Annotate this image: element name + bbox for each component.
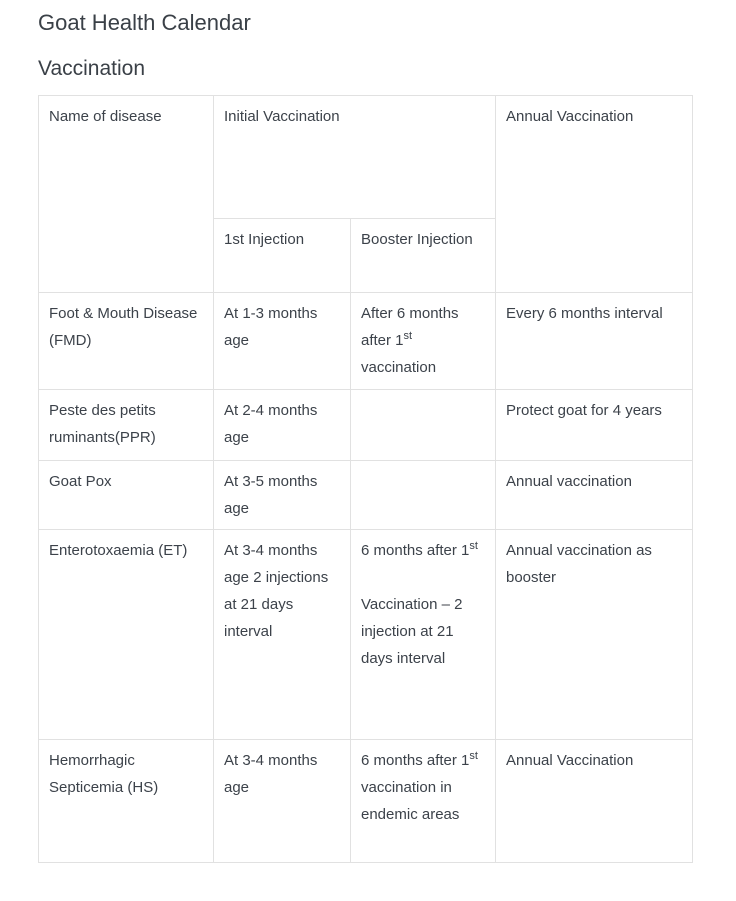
ordinal-superscript: st bbox=[469, 750, 478, 762]
table-header-row-1: Name of disease Initial Vaccination Annu… bbox=[38, 95, 693, 293]
cell-paragraph: Annual Vaccination bbox=[506, 752, 634, 769]
cell-paragraph: At 2-4 months age bbox=[224, 402, 318, 446]
table-row: Hemorrhagic Septicemia (HS) At 3-4 months… bbox=[38, 739, 693, 863]
ordinal-superscript: st bbox=[469, 540, 478, 552]
table-body: Foot & Mouth Disease (FMD) At 1-3 months … bbox=[38, 292, 693, 863]
cell-paragraph: After 6 months after 1st vaccination bbox=[361, 305, 459, 376]
cell-disease: Foot & Mouth Disease (FMD) bbox=[38, 292, 214, 390]
section-heading-vaccination: Vaccination bbox=[38, 57, 146, 80]
cell-booster-injection: 6 months after 1st Vaccination – 2 inject… bbox=[350, 529, 496, 740]
table-row: Peste des petits ruminants(PPR) At 2-4 mo… bbox=[38, 389, 693, 461]
table-row: Goat Pox At 3-5 months age Annual vaccinat… bbox=[38, 460, 693, 530]
header-cell-name-of-disease: Name of disease bbox=[38, 95, 214, 293]
header-label: Initial Vaccination bbox=[224, 108, 340, 125]
cell-annual: Annual Vaccination bbox=[495, 739, 693, 863]
header-cell-booster-injection: Booster Injection bbox=[350, 218, 496, 293]
header-label: 1st Injection bbox=[224, 231, 305, 248]
cell-paragraph: Hemorrhagic Septicemia (HS) bbox=[49, 752, 159, 796]
cell-first-injection: At 3-4 months age bbox=[213, 739, 351, 863]
cell-paragraph: At 3-4 months age bbox=[224, 752, 318, 796]
cell-paragraph: Vaccination – 2 injection at 21 days int… bbox=[361, 596, 463, 667]
cell-booster-injection bbox=[350, 460, 496, 530]
cell-booster-injection bbox=[350, 389, 496, 461]
cell-annual: Every 6 months interval bbox=[495, 292, 693, 390]
cell-disease: Hemorrhagic Septicemia (HS) bbox=[38, 739, 214, 863]
cell-annual: Annual vaccination as booster bbox=[495, 529, 693, 740]
table-row: Enterotoxaemia (ET) At 3-4 months age 2 i… bbox=[38, 529, 693, 740]
cell-first-injection: At 2-4 months age bbox=[213, 389, 351, 461]
header-label: Annual Vaccination bbox=[506, 108, 634, 125]
cell-first-injection: At 1-3 months age bbox=[213, 292, 351, 390]
cell-booster-injection: 6 months after 1st vaccination in endemi… bbox=[350, 739, 496, 863]
cell-paragraph: 6 months after 1st bbox=[361, 540, 478, 560]
cell-paragraph: Annual vaccination bbox=[506, 473, 632, 490]
cell-first-injection: At 3-4 months age 2 injections at 21 day… bbox=[213, 529, 351, 740]
table-header-row-2: 1st Injection Booster Injection bbox=[39, 218, 693, 293]
header-cell-initial-vaccination: Initial Vaccination bbox=[213, 95, 496, 219]
cell-paragraph: Every 6 months interval bbox=[506, 305, 663, 322]
ordinal-superscript: st bbox=[403, 330, 413, 342]
cell-paragraph: Goat Pox bbox=[49, 473, 112, 490]
cell-disease: Goat Pox bbox=[38, 460, 214, 530]
page-title: Goat Health Calendar bbox=[38, 10, 251, 35]
cell-paragraph: At 3-5 months age bbox=[224, 473, 318, 517]
document-page: Goat Health Calendar Vaccination Name of… bbox=[38, 10, 693, 863]
cell-paragraph: At 3-4 months age 2 injections at 21 day… bbox=[224, 542, 329, 640]
cell-paragraph: Peste des petits ruminants(PPR) bbox=[49, 402, 156, 446]
cell-paragraph: Enterotoxaemia (ET) bbox=[49, 542, 188, 559]
cell-booster-injection: After 6 months after 1st vaccination bbox=[350, 292, 496, 390]
table-row: Foot & Mouth Disease (FMD) At 1-3 months … bbox=[38, 292, 693, 390]
header-cell-annual-vaccination: Annual Vaccination bbox=[495, 95, 693, 293]
cell-paragraph: At 1-3 months age bbox=[224, 305, 318, 349]
cell-annual: Annual vaccination bbox=[495, 460, 693, 530]
vaccination-schedule-table: Name of disease Initial Vaccination Annu… bbox=[38, 95, 693, 863]
cell-paragraph: Protect goat for 4 years bbox=[506, 402, 662, 419]
cell-disease: Enterotoxaemia (ET) bbox=[38, 529, 214, 740]
cell-paragraph: Annual vaccination as booster bbox=[506, 542, 652, 586]
cell-first-injection: At 3-5 months age bbox=[213, 460, 351, 530]
header-label: Name of disease bbox=[49, 108, 162, 125]
cell-paragraph: Foot & Mouth Disease (FMD) bbox=[49, 305, 198, 349]
cell-paragraph: 6 months after 1st vaccination in endemi… bbox=[361, 750, 478, 824]
cell-disease: Peste des petits ruminants(PPR) bbox=[38, 389, 214, 461]
header-label: Booster Injection bbox=[361, 231, 473, 248]
cell-annual: Protect goat for 4 years bbox=[495, 389, 693, 461]
header-cell-first-injection: 1st Injection bbox=[213, 218, 351, 293]
